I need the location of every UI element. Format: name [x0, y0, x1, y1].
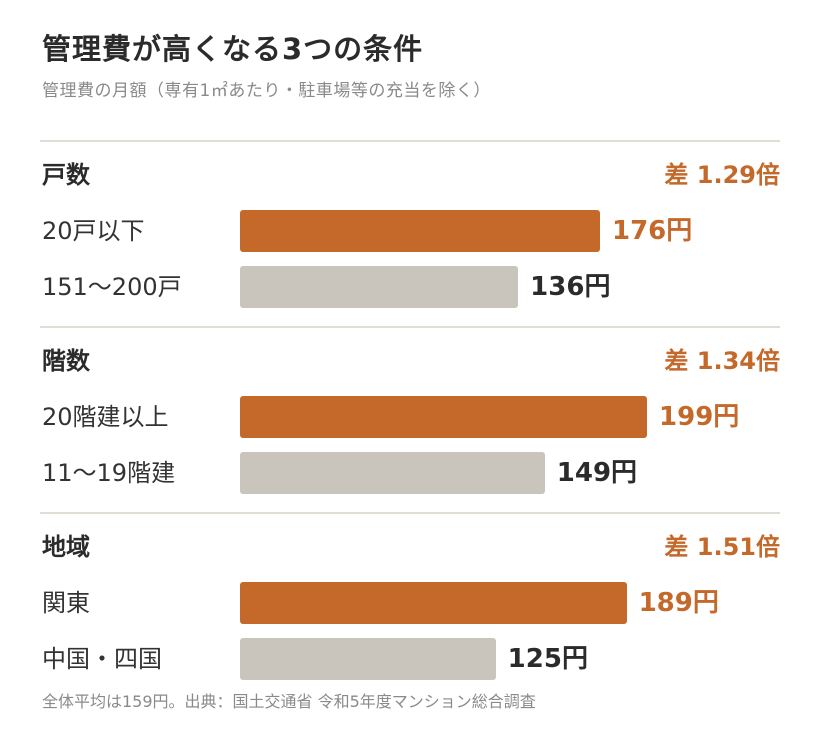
section-ratio: 差 1.51倍	[664, 533, 780, 561]
section-ratio: 差 1.34倍	[664, 347, 780, 375]
section-divider	[40, 326, 780, 328]
bar	[240, 210, 600, 252]
bar-label: 20階建以上	[42, 403, 169, 431]
bar-label: 中国・四国	[42, 645, 162, 673]
bar	[240, 266, 519, 308]
section-label: 戸数	[42, 161, 90, 189]
bar-value-label: 176円	[612, 216, 693, 246]
bar-value-label: 199円	[659, 402, 740, 432]
section-ratio: 差 1.29倍	[664, 161, 780, 189]
section-label: 地域	[42, 533, 90, 561]
footnote: 全体平均は159円。出典：国土交通省 令和5年度マンション総合調査	[42, 692, 536, 711]
bar-label: 20戸以下	[42, 217, 145, 245]
chart-subtitle: 管理費の月額（専有1㎡あたり・駐車場等の充当を除く）	[42, 81, 491, 101]
section-divider	[40, 512, 780, 514]
chart-title: 管理費が高くなる3つの条件	[42, 32, 424, 66]
bar-label: 11〜19階建	[42, 459, 176, 487]
bar-value-label: 136円	[530, 272, 611, 302]
bar	[240, 396, 648, 438]
bar-label: 関東	[42, 589, 90, 617]
bar	[240, 452, 545, 494]
bar	[240, 638, 496, 680]
bar-value-label: 125円	[507, 644, 588, 674]
bar-value-label: 189円	[638, 588, 719, 618]
section-label: 階数	[42, 347, 90, 375]
bar-value-label: 149円	[556, 458, 638, 488]
section-divider	[40, 140, 780, 142]
bar-label: 151〜200戸	[42, 273, 182, 301]
bar	[240, 582, 627, 624]
